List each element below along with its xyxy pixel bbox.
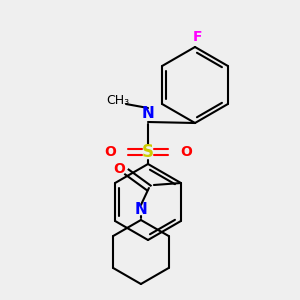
Text: N: N xyxy=(142,106,154,122)
Text: O: O xyxy=(104,145,116,159)
Text: S: S xyxy=(142,143,154,161)
Text: N: N xyxy=(134,202,147,217)
Text: F: F xyxy=(192,30,202,44)
Text: O: O xyxy=(113,162,125,176)
Text: CH₃: CH₃ xyxy=(106,94,130,106)
Text: O: O xyxy=(180,145,192,159)
